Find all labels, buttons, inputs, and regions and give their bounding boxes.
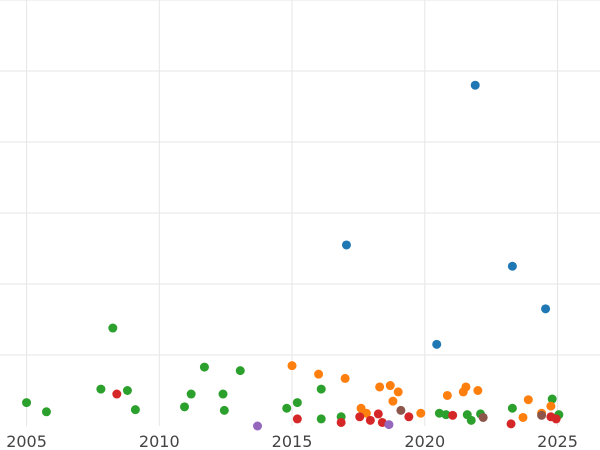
data-point — [373, 409, 383, 419]
x-tick-label: 2005 — [6, 432, 47, 450]
grid — [0, 0, 600, 426]
data-point — [506, 419, 516, 429]
data-point — [416, 408, 426, 418]
data-point — [441, 410, 451, 420]
data-point — [253, 421, 263, 431]
x-tick-label: 2025 — [537, 432, 578, 450]
data-point — [388, 396, 398, 406]
data-point — [287, 361, 297, 371]
data-point — [375, 382, 385, 392]
data-point — [448, 410, 458, 420]
data-point — [518, 412, 528, 422]
data-point — [314, 369, 324, 379]
data-point — [546, 401, 556, 411]
data-point — [186, 389, 196, 399]
data-point — [432, 339, 442, 349]
data-point — [551, 414, 561, 424]
data-point — [316, 384, 326, 394]
data-points — [22, 80, 564, 431]
data-point — [547, 394, 557, 404]
data-point — [393, 387, 403, 397]
data-point — [130, 405, 140, 415]
data-point — [41, 407, 51, 417]
data-point — [384, 420, 394, 430]
data-point — [336, 417, 346, 427]
data-point — [218, 389, 228, 399]
data-point — [473, 386, 483, 395]
data-point — [404, 412, 414, 422]
data-point — [292, 414, 302, 424]
data-point — [355, 412, 365, 422]
x-tick-label: 2010 — [139, 432, 180, 450]
data-point — [282, 403, 292, 413]
data-point — [219, 405, 229, 415]
data-point — [340, 373, 350, 383]
data-point — [478, 412, 488, 422]
data-point — [507, 261, 517, 271]
data-point — [541, 304, 551, 314]
data-point — [22, 398, 32, 408]
data-point — [537, 410, 547, 420]
x-tick-label: 2015 — [272, 432, 313, 450]
data-point — [466, 415, 476, 425]
data-point — [461, 382, 471, 392]
data-point — [442, 390, 452, 400]
data-point — [180, 402, 190, 412]
x-axis-ticks: 2005 2010 2015 2020 2025 — [6, 432, 578, 450]
data-point — [199, 362, 209, 372]
data-point — [122, 386, 132, 395]
data-point — [470, 80, 480, 90]
data-point — [108, 323, 118, 333]
data-point — [523, 395, 533, 405]
data-point — [507, 403, 517, 413]
data-point — [396, 405, 406, 415]
data-point — [361, 408, 371, 418]
data-point — [316, 414, 326, 424]
data-point — [341, 240, 351, 250]
data-point — [96, 384, 106, 394]
data-point — [235, 366, 245, 376]
x-tick-label: 2020 — [404, 432, 445, 450]
data-point — [292, 398, 302, 408]
data-point — [365, 415, 375, 425]
data-point — [385, 381, 395, 391]
data-point — [112, 389, 122, 399]
